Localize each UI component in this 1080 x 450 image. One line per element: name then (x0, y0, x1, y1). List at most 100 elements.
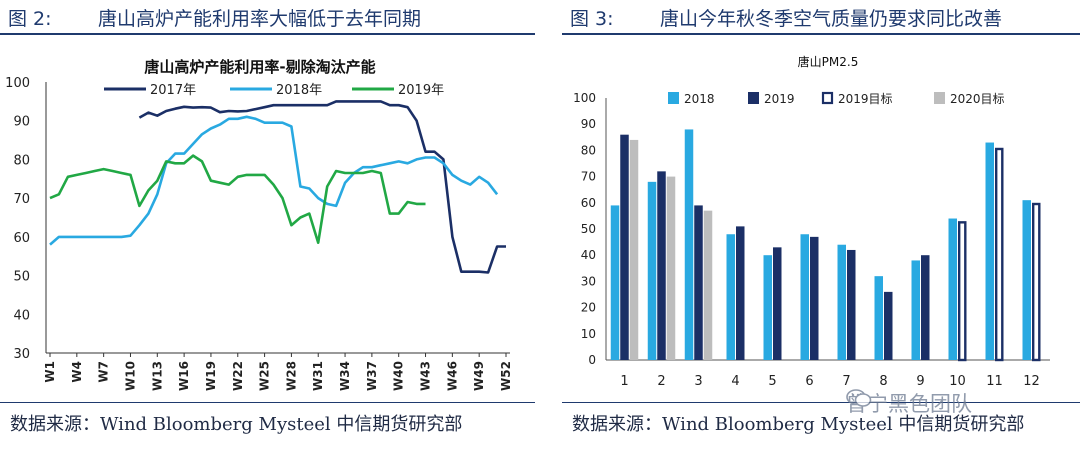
y-tick-label: 100 (5, 76, 30, 91)
bar-2019 (694, 205, 703, 360)
bar-2019 (884, 291, 893, 360)
left-source-note: 数据来源：Wind Bloomberg Mysteel 中信期货研究部 (10, 414, 463, 435)
bar-2019 (847, 249, 856, 360)
left-source-rule (0, 402, 535, 403)
bar-2018 (948, 218, 957, 360)
x-tick-label: 1 (620, 374, 628, 389)
y-tick-label: 30 (581, 274, 596, 288)
x-tick-label: W10 (123, 361, 137, 391)
x-tick-label: 4 (731, 374, 739, 389)
legend-swatch (934, 92, 945, 104)
x-tick-label: W40 (392, 361, 406, 391)
bar-2019 (810, 236, 819, 360)
x-tick-label: 3 (694, 374, 702, 389)
bar-2018 (911, 260, 920, 360)
x-tick-label: W46 (445, 361, 459, 391)
watermark: 曾宁黑色团队 (846, 388, 972, 418)
y-tick-label: 30 (13, 347, 30, 362)
bar-2018 (647, 181, 657, 360)
y-tick-label: 60 (581, 196, 596, 210)
bar-2018 (800, 234, 809, 360)
x-tick-label: W7 (97, 361, 111, 383)
series-line-2017年 (138, 100, 506, 274)
x-tick-label: W25 (258, 361, 272, 391)
y-tick-label: 60 (13, 231, 30, 246)
x-tick-label: 11 (986, 374, 1003, 389)
series-line-2019年 (49, 154, 426, 244)
y-tick-label: 0 (588, 353, 596, 367)
left-figure-heading: 图 2: 唐山高炉产能利用率大幅低于去年同期 (8, 4, 421, 31)
legend-label: 2018年 (276, 83, 322, 98)
legend-label: 2019目标 (838, 92, 893, 106)
right-title-rule (562, 33, 1080, 35)
x-tick-label: 6 (805, 374, 813, 389)
y-tick-label: 90 (13, 115, 30, 130)
legend-swatch (748, 92, 759, 104)
bar-2020目标 (703, 210, 713, 360)
y-tick-label: 50 (581, 222, 596, 236)
wechat-icon (846, 389, 872, 407)
legend-swatch (668, 92, 679, 104)
x-tick-label: W28 (284, 361, 298, 391)
x-tick-label: W19 (204, 361, 218, 391)
right-figure-heading: 图 3: 唐山今年秋冬季空气质量仍要求同比改善 (570, 4, 1002, 31)
x-tick-label: W31 (311, 361, 325, 391)
y-tick-label: 90 (581, 117, 596, 131)
y-tick-label: 80 (13, 153, 30, 168)
bar-2018 (837, 244, 846, 360)
legend-label: 2020目标 (950, 92, 1005, 106)
x-tick-label: W4 (70, 361, 84, 383)
x-tick-label: W1 (43, 361, 57, 383)
right-source-note: 数据来源：Wind Bloomberg Mysteel 中信期货研究部 (572, 414, 1025, 435)
bar-2019目标 (1032, 202, 1041, 362)
bar-2018 (1022, 200, 1031, 360)
bar-2019 (773, 247, 782, 360)
legend-label: 2019年 (398, 83, 444, 98)
right-source-rule (562, 402, 1080, 403)
chart-title: 唐山高炉产能利用率-剔除淘汰产能 (144, 58, 375, 76)
bar-2019 (620, 134, 629, 360)
capacity-utilization-line-chart: 唐山高炉产能利用率-剔除淘汰产能 30 40 50 60 70 80 90 100 W1 W4 W7 W… (5, 58, 513, 391)
x-tick-label: W13 (150, 361, 164, 391)
legend-label: 2018 (684, 92, 715, 106)
x-tick-label: 9 (916, 374, 924, 389)
bar-2018 (684, 129, 694, 360)
bar-2018 (726, 234, 735, 360)
y-tick-label: 10 (581, 327, 596, 341)
y-tick-label: 50 (13, 270, 30, 285)
legend-label: 2019 (764, 92, 795, 106)
x-tick-label: W22 (231, 361, 245, 391)
x-tick-label: 7 (842, 374, 850, 389)
bar-2019目标 (958, 221, 967, 362)
left-figure-label: 图 2: (8, 8, 52, 30)
chart-title: 唐山PM2.5 (798, 54, 859, 69)
y-tick-label: 70 (13, 192, 30, 207)
bar-2019目标 (995, 147, 1004, 362)
x-tick-label: W43 (419, 361, 433, 391)
y-tick-label: 70 (581, 170, 596, 184)
x-tick-label: 8 (879, 374, 887, 389)
bar-2018 (763, 255, 772, 360)
right-figure-label: 图 3: (570, 8, 614, 30)
bar-2018 (985, 142, 994, 360)
right-figure-panel: 图 3: 唐山今年秋冬季空气质量仍要求同比改善 唐山PM2.5 0 10 20 30 40 5… (562, 0, 1080, 450)
bar-2020目标 (666, 176, 676, 360)
x-tick-label: 12 (1023, 374, 1040, 389)
x-tick-label: 10 (949, 374, 966, 389)
x-tick-label: 2 (657, 374, 665, 389)
bar-2019 (921, 255, 930, 360)
right-figure-title: 唐山今年秋冬季空气质量仍要求同比改善 (660, 8, 1003, 30)
y-tick-label: 20 (581, 301, 596, 315)
x-tick-label: 5 (768, 374, 776, 389)
left-figure-panel: 图 2: 唐山高炉产能利用率大幅低于去年同期 唐山高炉产能利用率-剔除淘汰产能 30… (0, 0, 535, 450)
bar-2019 (736, 226, 745, 360)
bar-2019 (657, 171, 666, 360)
legend-label: 2017年 (150, 83, 196, 98)
left-figure-title: 唐山高炉产能利用率大幅低于去年同期 (98, 8, 422, 30)
y-tick-label: 40 (13, 308, 30, 323)
x-tick-label: W34 (338, 361, 352, 391)
left-title-rule (0, 33, 535, 35)
bar-2018 (874, 276, 883, 360)
y-tick-label: 100 (573, 91, 596, 105)
